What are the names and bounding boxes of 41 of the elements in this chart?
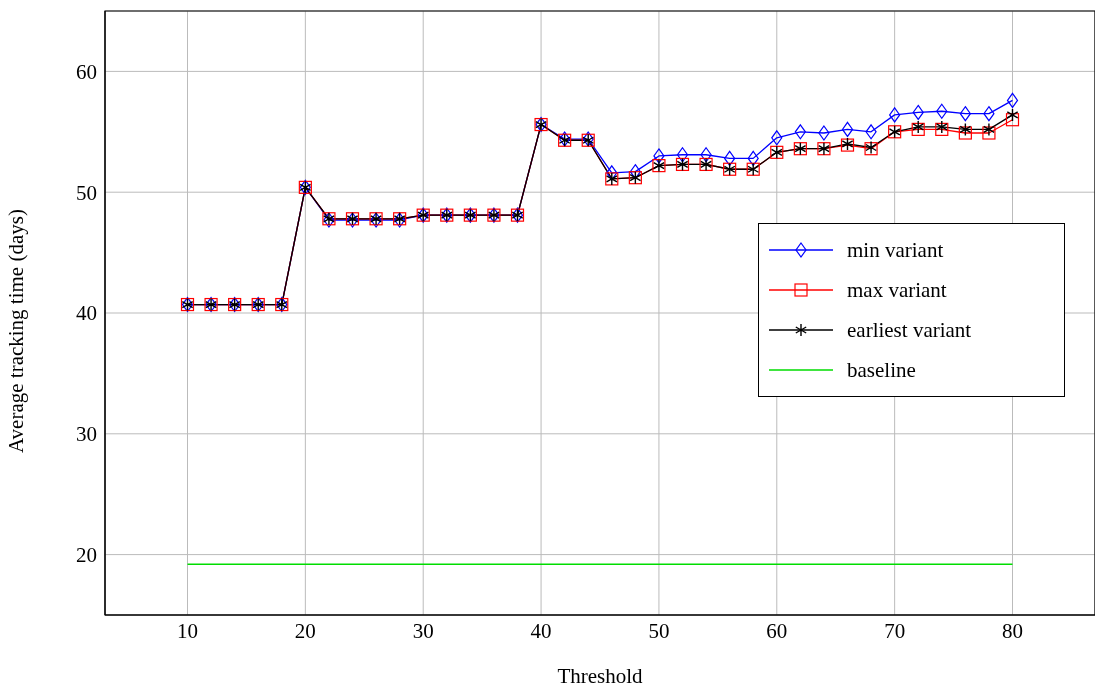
point — [1006, 92, 1019, 108]
point — [747, 150, 759, 166]
point — [724, 150, 736, 166]
y-tick-label: 50 — [76, 180, 97, 205]
x-tick-label: 60 — [766, 618, 788, 643]
x-tick-label: 20 — [294, 618, 316, 643]
point — [794, 124, 806, 140]
x-tick-label: 40 — [530, 618, 552, 643]
x-tick-label: 80 — [1002, 618, 1023, 643]
point — [818, 125, 830, 141]
point — [865, 124, 877, 140]
point — [982, 126, 996, 140]
point — [958, 126, 972, 140]
point — [676, 147, 689, 163]
point — [983, 122, 995, 137]
legend-label: baseline — [847, 357, 916, 383]
x-tick-label: 70 — [884, 618, 906, 643]
point — [700, 147, 712, 163]
x-axis-title: Threshold — [557, 664, 644, 688]
point — [936, 103, 948, 119]
point — [771, 130, 783, 146]
y-tick-label: 30 — [76, 422, 97, 447]
x-tick-label: 10 — [177, 618, 198, 643]
point — [889, 107, 901, 123]
legend-label: min variant — [847, 237, 944, 263]
y-axis-title: Average tracking time (days) — [4, 209, 29, 453]
y-tick-label: 40 — [76, 301, 97, 326]
point — [912, 104, 924, 121]
x-tick-label: 50 — [648, 618, 670, 643]
y-tick-label: 20 — [76, 543, 97, 568]
point — [959, 122, 972, 137]
legend-label: max variant — [847, 277, 947, 303]
legend-label: earliest variant — [847, 317, 972, 343]
y-tick-label: 60 — [76, 59, 97, 84]
point — [1006, 108, 1019, 122]
point — [983, 106, 995, 122]
point — [841, 121, 854, 137]
x-tick-label: 30 — [412, 618, 434, 643]
point — [959, 106, 971, 122]
point — [1005, 113, 1020, 127]
point — [653, 148, 665, 164]
